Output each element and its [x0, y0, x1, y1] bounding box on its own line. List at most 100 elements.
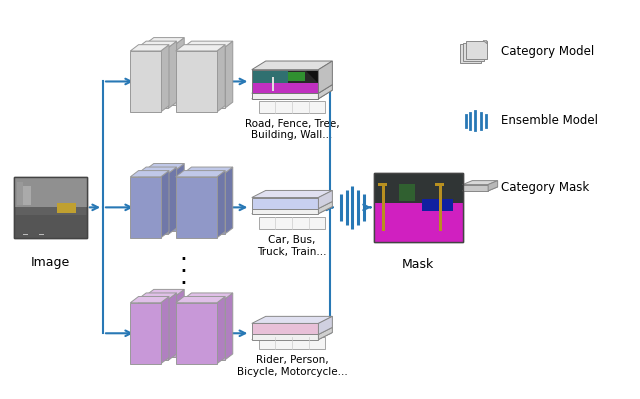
- FancyBboxPatch shape: [252, 70, 289, 83]
- FancyBboxPatch shape: [131, 303, 161, 364]
- Polygon shape: [138, 167, 177, 173]
- FancyBboxPatch shape: [57, 203, 76, 213]
- Polygon shape: [176, 38, 184, 105]
- Polygon shape: [252, 61, 332, 70]
- Polygon shape: [488, 181, 498, 191]
- Polygon shape: [131, 296, 169, 303]
- Polygon shape: [138, 293, 177, 299]
- Polygon shape: [463, 181, 498, 185]
- FancyBboxPatch shape: [14, 215, 87, 238]
- Polygon shape: [305, 70, 319, 83]
- FancyBboxPatch shape: [272, 77, 274, 91]
- Polygon shape: [374, 203, 463, 242]
- Polygon shape: [161, 45, 169, 112]
- Text: ·: ·: [180, 249, 188, 273]
- Text: Road, Fence, Tree,
Building, Wall...: Road, Fence, Tree, Building, Wall...: [244, 119, 339, 140]
- Polygon shape: [217, 296, 225, 364]
- Polygon shape: [252, 85, 332, 93]
- Polygon shape: [480, 43, 484, 45]
- FancyBboxPatch shape: [435, 183, 444, 186]
- Polygon shape: [183, 41, 233, 47]
- FancyBboxPatch shape: [14, 177, 87, 238]
- Polygon shape: [463, 187, 498, 191]
- FancyBboxPatch shape: [252, 93, 319, 99]
- FancyBboxPatch shape: [259, 101, 325, 113]
- Polygon shape: [319, 85, 332, 99]
- Polygon shape: [319, 327, 332, 340]
- FancyBboxPatch shape: [252, 83, 319, 93]
- FancyBboxPatch shape: [374, 173, 463, 242]
- Polygon shape: [183, 167, 233, 173]
- FancyBboxPatch shape: [399, 184, 415, 201]
- Polygon shape: [252, 332, 332, 340]
- FancyBboxPatch shape: [145, 44, 176, 105]
- FancyBboxPatch shape: [175, 303, 217, 364]
- Polygon shape: [145, 164, 184, 170]
- Polygon shape: [176, 164, 184, 231]
- FancyBboxPatch shape: [259, 217, 325, 229]
- Polygon shape: [175, 171, 225, 177]
- Polygon shape: [161, 171, 169, 238]
- Polygon shape: [463, 43, 484, 61]
- Polygon shape: [460, 44, 481, 63]
- FancyBboxPatch shape: [374, 173, 463, 203]
- Polygon shape: [319, 190, 332, 209]
- FancyBboxPatch shape: [17, 182, 24, 205]
- Polygon shape: [225, 41, 233, 109]
- Polygon shape: [225, 167, 233, 234]
- FancyBboxPatch shape: [252, 70, 319, 93]
- FancyBboxPatch shape: [138, 47, 168, 109]
- Polygon shape: [319, 61, 332, 93]
- Polygon shape: [168, 293, 177, 360]
- Polygon shape: [252, 316, 332, 324]
- Polygon shape: [175, 45, 225, 51]
- Polygon shape: [422, 199, 453, 211]
- FancyBboxPatch shape: [138, 173, 168, 234]
- Polygon shape: [131, 171, 169, 177]
- FancyBboxPatch shape: [252, 334, 319, 340]
- Polygon shape: [168, 41, 177, 109]
- FancyBboxPatch shape: [175, 177, 217, 238]
- Text: Category Mask: Category Mask: [501, 181, 589, 194]
- Polygon shape: [145, 289, 184, 296]
- FancyBboxPatch shape: [183, 47, 225, 109]
- FancyBboxPatch shape: [259, 337, 325, 349]
- FancyBboxPatch shape: [438, 184, 442, 231]
- Polygon shape: [466, 41, 487, 59]
- FancyBboxPatch shape: [17, 186, 31, 205]
- Polygon shape: [319, 201, 332, 213]
- FancyBboxPatch shape: [378, 183, 387, 186]
- Text: Image: Image: [31, 256, 70, 269]
- Polygon shape: [319, 316, 332, 334]
- FancyBboxPatch shape: [145, 170, 176, 231]
- Text: Rider, Person,
Bicycle, Motorcycle...: Rider, Person, Bicycle, Motorcycle...: [237, 355, 348, 377]
- FancyBboxPatch shape: [39, 233, 44, 235]
- Polygon shape: [176, 289, 184, 357]
- Polygon shape: [138, 41, 177, 47]
- Polygon shape: [252, 90, 332, 99]
- Text: Ensemble Model: Ensemble Model: [501, 114, 598, 127]
- FancyBboxPatch shape: [14, 177, 87, 207]
- Polygon shape: [225, 293, 233, 360]
- Polygon shape: [131, 45, 169, 51]
- Text: Mask: Mask: [402, 257, 435, 271]
- FancyBboxPatch shape: [381, 184, 385, 231]
- FancyBboxPatch shape: [183, 173, 225, 234]
- FancyBboxPatch shape: [131, 177, 161, 238]
- FancyBboxPatch shape: [252, 324, 319, 334]
- Polygon shape: [252, 207, 332, 213]
- Polygon shape: [483, 41, 487, 44]
- FancyBboxPatch shape: [463, 185, 488, 191]
- FancyBboxPatch shape: [175, 51, 217, 112]
- Polygon shape: [161, 296, 169, 364]
- FancyBboxPatch shape: [183, 299, 225, 360]
- FancyBboxPatch shape: [138, 299, 168, 360]
- Polygon shape: [252, 190, 332, 198]
- Polygon shape: [175, 296, 225, 303]
- FancyBboxPatch shape: [252, 198, 319, 209]
- Polygon shape: [477, 44, 481, 47]
- Polygon shape: [183, 293, 233, 299]
- Polygon shape: [168, 167, 177, 234]
- FancyBboxPatch shape: [24, 233, 28, 235]
- Polygon shape: [217, 45, 225, 112]
